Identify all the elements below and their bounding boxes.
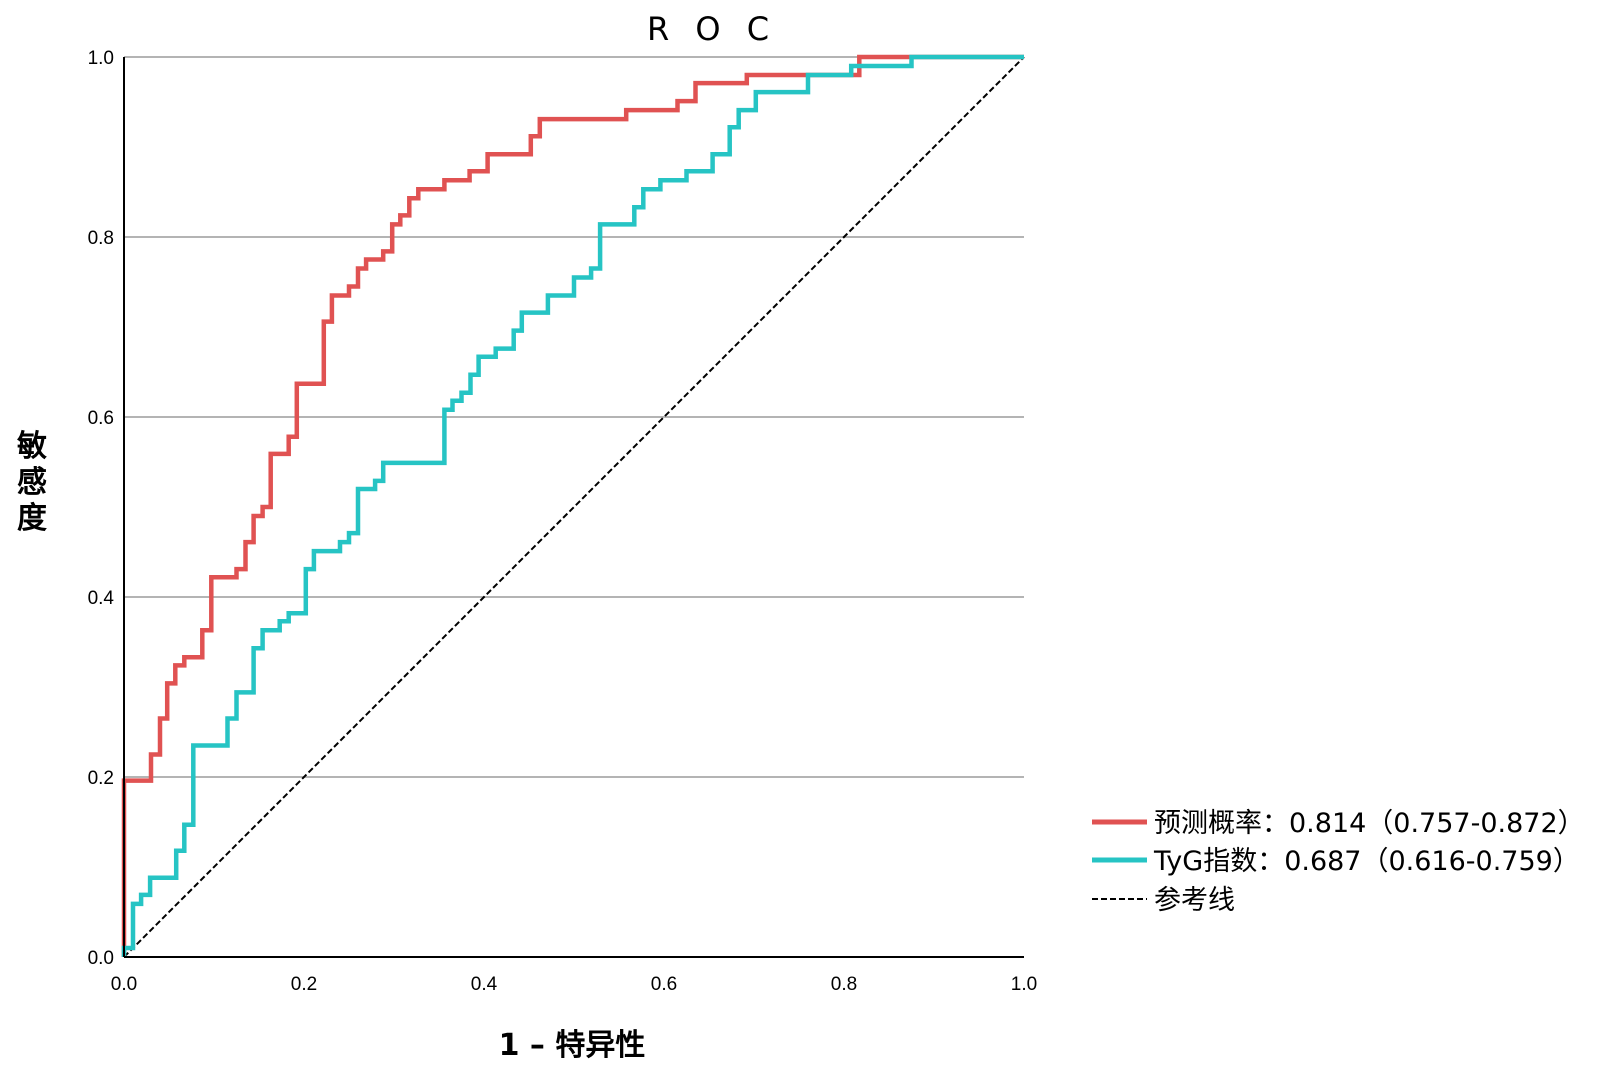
y-tick-label: 0.2 xyxy=(88,768,114,789)
y-tick-label: 0.0 xyxy=(88,948,114,969)
x-tick-label: 0.6 xyxy=(651,974,677,995)
legend-label: 预测概率：0.814（0.757-0.872） xyxy=(1154,808,1585,839)
x-axis-label: 1 – 特异性 xyxy=(499,1028,646,1063)
y-tick-label: 0.8 xyxy=(88,228,114,249)
reference-line xyxy=(123,56,1025,958)
y-axis-label: 敏感度 xyxy=(17,429,47,536)
series-layer xyxy=(121,54,1024,957)
series-line-1 xyxy=(121,54,1024,957)
axes xyxy=(123,57,1024,958)
x-tick-label: 0.4 xyxy=(471,974,498,995)
y-tick-labels: 0.0 0.2 0.4 0.6 0.8 1.0 xyxy=(88,48,115,969)
grid-lines xyxy=(124,56,1024,778)
x-tick-labels: 0.0 0.2 0.4 0.6 0.8 1.0 xyxy=(111,974,1037,995)
reference-line-layer xyxy=(123,56,1025,958)
y-tick-label: 0.6 xyxy=(88,408,114,429)
y-tick-label: 0.4 xyxy=(88,588,115,609)
chart-title: R O C xyxy=(647,10,777,48)
y-tick-label: 1.0 xyxy=(88,48,114,69)
x-tick-label: 1.0 xyxy=(1011,974,1037,995)
legend-label: TyG指数：0.687（0.616-0.759） xyxy=(1153,846,1580,877)
x-tick-label: 0.0 xyxy=(111,974,137,995)
legend: 预测概率：0.814（0.757-0.872） TyG指数：0.687（0.616… xyxy=(1092,808,1585,916)
x-tick-label: 0.2 xyxy=(291,974,317,995)
series-line-2 xyxy=(121,54,1024,957)
legend-label: 参考线 xyxy=(1154,885,1235,916)
x-tick-label: 0.8 xyxy=(831,974,857,995)
